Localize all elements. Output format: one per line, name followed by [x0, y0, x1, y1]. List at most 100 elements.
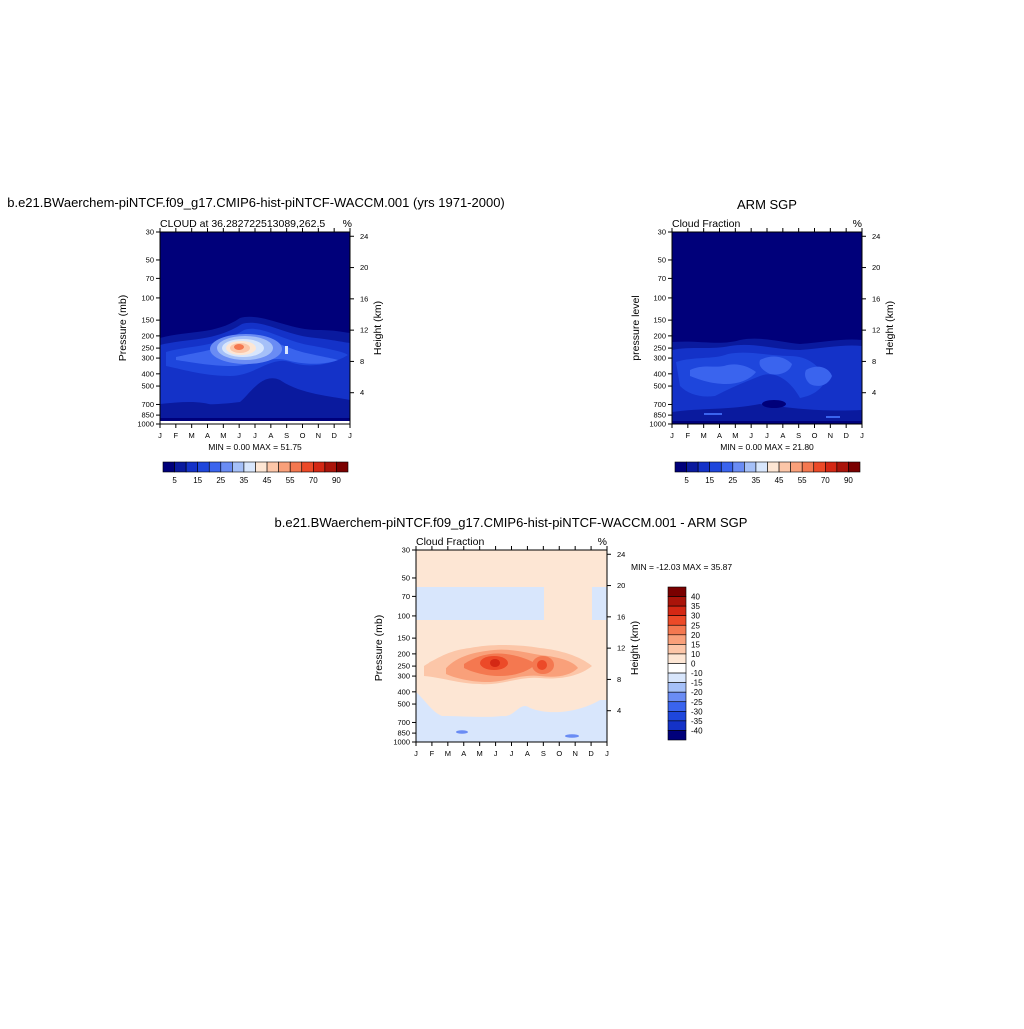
- colorbar-swatch: [667, 605, 687, 616]
- x-tick-label: J: [237, 431, 241, 440]
- x-tick-label: J: [749, 431, 753, 440]
- colorbar-label: 5: [684, 476, 689, 485]
- y-tick-label: 150: [653, 316, 666, 325]
- x-tick-label: J: [414, 749, 418, 758]
- x-tick-label: M: [189, 431, 195, 440]
- x-tick-label: O: [812, 431, 818, 440]
- colorbar-swatch: [255, 461, 268, 473]
- colorbar-label: 0: [691, 660, 696, 669]
- panel1-suptitle: b.e21.BWaerchem-piNTCF.f09_g17.CMIP6-his…: [7, 195, 505, 210]
- colorbar-label: 70: [821, 476, 830, 485]
- colorbar-label: 90: [332, 476, 341, 485]
- panel1-units: %: [343, 218, 352, 230]
- y-tick-label: 50: [402, 573, 410, 582]
- colorbar-swatch: [667, 663, 687, 674]
- y2-tick-label: 4: [360, 388, 364, 397]
- colorbar-label: 35: [751, 476, 760, 485]
- colorbar-swatch: [674, 461, 687, 473]
- colorbar-swatch: [825, 461, 838, 473]
- y-tick-label: 300: [653, 354, 666, 363]
- colorbar-swatch: [697, 461, 710, 473]
- x-tick-label: J: [348, 431, 352, 440]
- x-tick-label: M: [477, 749, 483, 758]
- x-tick-label: J: [253, 431, 257, 440]
- colorbar-label: -35: [691, 717, 703, 726]
- colorbar-label: 15: [193, 476, 202, 485]
- colorbar-swatch: [667, 615, 687, 626]
- y-tick-label: 500: [397, 700, 410, 709]
- y-tick-label: 50: [658, 255, 666, 264]
- y-tick-label: 1000: [649, 420, 666, 429]
- colorbar-label: 15: [691, 640, 700, 649]
- y2-tick-label: 8: [617, 675, 621, 684]
- x-tick-label: A: [780, 431, 785, 440]
- x-tick-label: M: [445, 749, 451, 758]
- colorbar-swatch: [232, 461, 245, 473]
- panel3-ylabel-right: Height (km): [629, 621, 641, 675]
- y2-tick-label: 12: [872, 326, 880, 335]
- y2-tick-label: 16: [872, 294, 880, 303]
- x-tick-label: N: [572, 749, 577, 758]
- colorbar-swatch: [667, 730, 687, 741]
- y-tick-label: 1000: [137, 420, 154, 429]
- panel1-left-title: CLOUD at 36.282722513089,262.5: [160, 218, 325, 230]
- colorbar-swatch: [667, 586, 687, 597]
- x-tick-label: O: [556, 749, 562, 758]
- colorbar-swatch: [801, 461, 815, 473]
- colorbar-swatch: [243, 461, 256, 473]
- colorbar-label: 55: [798, 476, 807, 485]
- x-tick-label: D: [843, 431, 849, 440]
- colorbar-swatch: [813, 461, 826, 473]
- x-tick-label: F: [686, 431, 691, 440]
- y-tick-label: 700: [653, 400, 666, 409]
- colorbar-swatch: [667, 682, 687, 693]
- panel1-stats: MIN = 0.00 MAX = 51.75: [208, 442, 302, 452]
- y-tick-label: 100: [653, 293, 666, 302]
- colorbar-swatch: [667, 720, 687, 731]
- colorbar-swatch: [185, 461, 198, 473]
- x-tick-label: J: [670, 431, 674, 440]
- panel3-stats: MIN = -12.03 MAX = 35.87: [631, 562, 732, 572]
- y-tick-label: 850: [141, 411, 154, 420]
- y-tick-label: 850: [397, 729, 410, 738]
- y-tick-label: 400: [397, 687, 410, 696]
- panel3-units: %: [598, 536, 607, 548]
- y-tick-label: 30: [146, 228, 154, 237]
- panel3-ylabel: Pressure (mb): [373, 615, 385, 682]
- colorbar-label: -25: [691, 698, 703, 707]
- colorbar-swatch: [732, 461, 745, 473]
- colorbar-label: 5: [172, 476, 177, 485]
- colorbar-swatch: [686, 461, 699, 473]
- y-tick-label: 200: [653, 331, 666, 340]
- colorbar-swatch: [720, 461, 734, 473]
- colorbar-swatch: [667, 644, 687, 655]
- x-tick-label: A: [717, 431, 722, 440]
- panel1-colorbar: 5 15 25 35 45 55 70 90: [162, 461, 349, 485]
- panel2-units: %: [853, 218, 862, 230]
- colorbar-swatch: [767, 461, 780, 473]
- colorbar-swatch: [266, 461, 279, 473]
- panel3-left-title: Cloud Fraction: [416, 536, 484, 548]
- y-tick-label: 100: [397, 611, 410, 620]
- y-tick-label: 150: [141, 316, 154, 325]
- x-tick-label: F: [430, 749, 435, 758]
- y-tick-label: 100: [141, 293, 154, 302]
- colorbar-swatch: [162, 461, 175, 473]
- colorbar-label: 30: [691, 612, 700, 621]
- colorbar-label: 25: [728, 476, 737, 485]
- y2-tick-label: 24: [617, 550, 625, 559]
- y-tick-label: 50: [146, 255, 154, 264]
- y-tick-label: 250: [397, 662, 410, 671]
- y2-tick-label: 16: [617, 612, 625, 621]
- colorbar-swatch: [278, 461, 291, 473]
- y-tick-label: 500: [141, 382, 154, 391]
- colorbar-swatch: [755, 461, 768, 473]
- x-tick-label: J: [158, 431, 162, 440]
- colorbar-swatch: [336, 461, 349, 473]
- y2-tick-label: 4: [617, 706, 621, 715]
- x-tick-label: M: [701, 431, 707, 440]
- y-tick-label: 250: [141, 344, 154, 353]
